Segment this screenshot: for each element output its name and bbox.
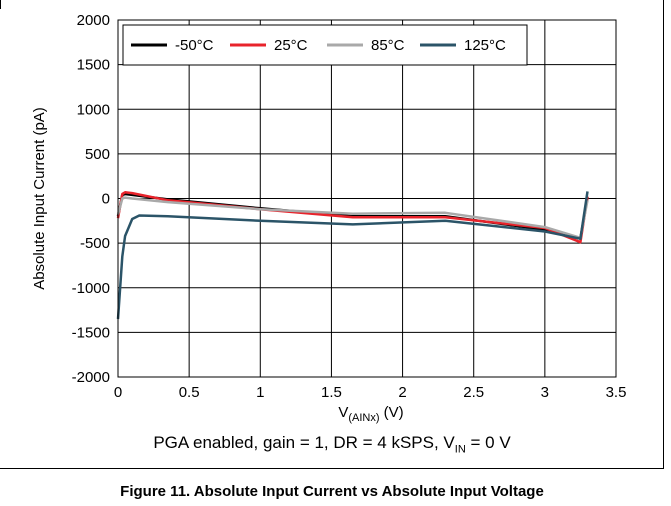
x-tick-label: 2 bbox=[398, 384, 406, 401]
figure-frame bbox=[0, 0, 664, 469]
legend-box bbox=[122, 24, 528, 66]
plot-border bbox=[117, 19, 617, 378]
y-tick-label: 2000 bbox=[77, 12, 110, 29]
x-tick-label: 0.5 bbox=[179, 384, 200, 401]
y-tick-label: -500 bbox=[80, 235, 110, 252]
plot-series bbox=[116, 191, 589, 320]
legend-label: 25°C bbox=[274, 37, 308, 54]
y-tick-label: 1000 bbox=[77, 101, 110, 118]
y-tick-label: -2000 bbox=[72, 369, 110, 386]
y-tick-label: -1000 bbox=[72, 280, 110, 297]
legend-label: -50°C bbox=[175, 37, 214, 54]
figure-title: Figure 11. Absolute Input Current vs Abs… bbox=[120, 483, 544, 500]
series-line-3 bbox=[116, 191, 589, 320]
x-axis-title: V(AINx) (V) bbox=[338, 404, 403, 424]
series-line-2 bbox=[116, 196, 589, 240]
legend: -50°C 25°C 85°C 125°C bbox=[122, 24, 528, 66]
x-tick-label: 3.5 bbox=[606, 384, 627, 401]
test-conditions-caption: PGA enabled, gain = 1, DR = 4 kSPS, VIN … bbox=[153, 433, 511, 456]
grid-lines bbox=[117, 19, 617, 378]
x-tick-label: 1.5 bbox=[321, 384, 342, 401]
y-tick-label: -1500 bbox=[72, 324, 110, 341]
legend-label: 125°C bbox=[464, 37, 506, 54]
tick-labels: 0 0.5 1 1.5 2 2.5 3 3.5 2000 1500 1000 500 0 -500 -100… bbox=[72, 12, 627, 401]
y-tick-label: 500 bbox=[85, 146, 110, 163]
x-tick-label: 2.5 bbox=[463, 384, 484, 401]
y-axis-title: Absolute Input Current (pA) bbox=[31, 107, 48, 290]
y-tick-label: 1500 bbox=[77, 57, 110, 74]
x-tick-label: 1 bbox=[256, 384, 264, 401]
x-tick-label: 0 bbox=[114, 384, 122, 401]
y-tick-label: 0 bbox=[102, 191, 110, 208]
legend-label: 85°C bbox=[371, 37, 405, 54]
x-tick-label: 3 bbox=[541, 384, 549, 401]
frame-corner bbox=[0, 0, 1, 9]
